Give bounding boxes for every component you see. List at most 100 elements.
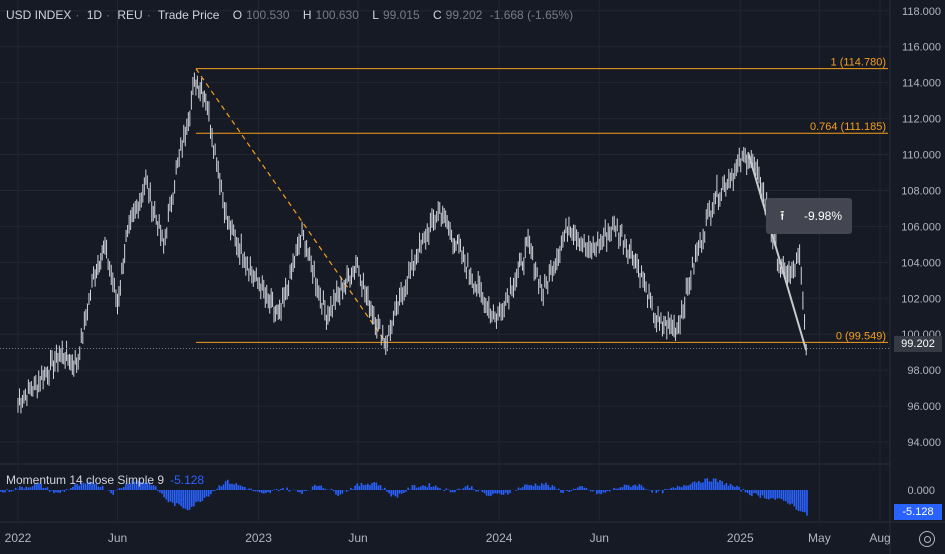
momentum-bar bbox=[120, 488, 123, 490]
momentum-bar bbox=[583, 487, 586, 490]
momentum-bar bbox=[65, 489, 68, 490]
price-axis[interactable]: 118.000 116.000 114.000 112.000 110.000 108.0… bbox=[901, 6, 941, 497]
momentum-bar bbox=[787, 490, 789, 504]
momentum-bar bbox=[23, 488, 25, 490]
momentum-bar bbox=[551, 485, 554, 490]
momentum-bar bbox=[123, 486, 125, 490]
low-value: 99.015 bbox=[382, 8, 420, 22]
momentum-bar bbox=[171, 490, 174, 503]
momentum-bar bbox=[795, 490, 798, 510]
momentum-bar bbox=[443, 490, 446, 492]
momentum-bar bbox=[371, 482, 373, 490]
momentum-bar bbox=[350, 487, 352, 490]
momentum-bar bbox=[753, 490, 755, 494]
momentum-bar bbox=[53, 490, 55, 494]
momentum-bar bbox=[432, 486, 435, 490]
momentum-bar bbox=[14, 487, 17, 490]
momentum-bar bbox=[740, 490, 743, 492]
x-tick-label: Jun bbox=[348, 531, 367, 545]
momentum-bar bbox=[82, 482, 85, 490]
momentum-bar bbox=[269, 490, 272, 494]
measure-trend-line[interactable] bbox=[747, 152, 808, 351]
momentum-bar bbox=[621, 487, 624, 490]
momentum-bar bbox=[31, 486, 34, 490]
momentum-bar bbox=[712, 478, 715, 490]
momentum-bar bbox=[229, 483, 231, 490]
momentum-bar bbox=[668, 489, 670, 490]
momentum-bar bbox=[116, 489, 119, 490]
momentum-bar bbox=[89, 481, 91, 490]
momentum-bar bbox=[210, 490, 212, 495]
momentum-bar bbox=[335, 490, 337, 495]
momentum-bar bbox=[627, 485, 630, 490]
momentum-bar bbox=[44, 487, 47, 490]
momentum-bar bbox=[521, 487, 524, 490]
momentum-bar bbox=[91, 482, 93, 490]
momentum-bar bbox=[239, 485, 242, 490]
momentum-bar bbox=[205, 490, 208, 497]
momentum-bar bbox=[154, 486, 157, 490]
momentum-bar bbox=[729, 483, 732, 490]
y-tick-label: 102.000 bbox=[901, 293, 941, 305]
momentum-bar bbox=[125, 483, 127, 490]
momentum-bar bbox=[241, 486, 244, 490]
momentum-bar bbox=[524, 484, 526, 490]
drawings[interactable] bbox=[0, 152, 890, 351]
momentum-bar bbox=[706, 478, 709, 490]
momentum-bar bbox=[165, 490, 168, 500]
momentum-bar bbox=[742, 488, 745, 490]
momentum-bar bbox=[271, 490, 274, 491]
momentum-bar bbox=[320, 485, 322, 490]
momentum-bar bbox=[40, 483, 42, 490]
momentum-bar bbox=[793, 490, 796, 507]
momentum-bar bbox=[507, 490, 509, 495]
time-axis[interactable]: 2022 Jun 2023 Jun 2024 Jun 2025 May Aug bbox=[5, 531, 891, 545]
momentum-bar bbox=[695, 482, 698, 490]
momentum-bar bbox=[770, 490, 772, 499]
x-tick-label: May bbox=[808, 531, 831, 545]
momentum-bar bbox=[375, 482, 378, 490]
momentum-bar bbox=[70, 488, 72, 490]
momentum-bar bbox=[672, 487, 675, 490]
symbol-name[interactable]: USD INDEX bbox=[6, 8, 72, 22]
x-tick-label: Jun bbox=[108, 531, 127, 545]
momentum-bar bbox=[691, 482, 694, 490]
momentum-bar bbox=[683, 485, 685, 490]
momentum-bar bbox=[768, 490, 770, 500]
momentum-bar bbox=[140, 481, 142, 490]
momentum-bar bbox=[451, 490, 454, 493]
momentum-bar bbox=[774, 490, 776, 500]
momentum-bar bbox=[265, 490, 267, 493]
momentum-bar bbox=[345, 490, 348, 492]
momentum-bar bbox=[454, 490, 456, 493]
momentum-bar bbox=[231, 483, 233, 490]
momentum-legend[interactable]: Momentum 14 close Simple 9 -5.128 bbox=[6, 473, 204, 487]
momentum-bar bbox=[86, 481, 89, 490]
settings-icon[interactable] bbox=[919, 531, 935, 547]
momentum-bar bbox=[598, 490, 600, 494]
momentum-bar bbox=[129, 483, 132, 490]
momentum-bar bbox=[0, 490, 2, 492]
interval[interactable]: 1D bbox=[86, 8, 103, 22]
momentum-bar bbox=[708, 481, 711, 490]
momentum-bar bbox=[577, 487, 579, 490]
momentum-bar bbox=[591, 490, 594, 492]
momentum-bar bbox=[515, 490, 518, 491]
momentum-bar bbox=[127, 483, 129, 490]
measure-tooltip[interactable]: ⭱ -9.98% bbox=[766, 198, 852, 234]
momentum-bar bbox=[651, 490, 653, 493]
fibonacci-retracement[interactable]: 1 (114.780) 0.764 (111.185) 0 (99.549) bbox=[195, 57, 888, 343]
momentum-bar bbox=[180, 490, 182, 507]
momentum-bar bbox=[101, 485, 104, 490]
momentum-bar bbox=[736, 485, 738, 490]
momentum-bar bbox=[184, 490, 187, 509]
momentum-bar bbox=[464, 486, 467, 490]
momentum-bar bbox=[572, 488, 575, 490]
momentum-bar bbox=[466, 485, 469, 490]
fib-trend-line[interactable] bbox=[195, 68, 387, 343]
high-label: H bbox=[302, 8, 312, 22]
momentum-bar bbox=[789, 490, 791, 505]
momentum-bar bbox=[458, 488, 460, 490]
momentum-bar bbox=[99, 487, 102, 490]
